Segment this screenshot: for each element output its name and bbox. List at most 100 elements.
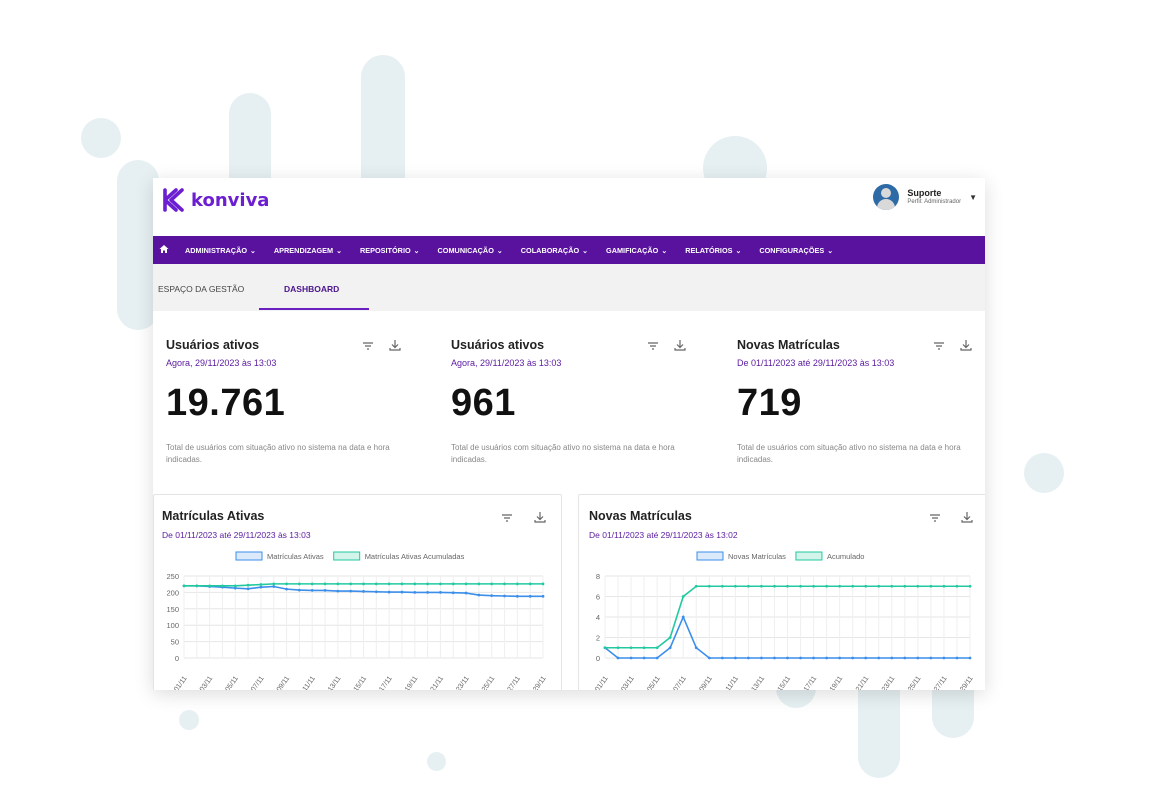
data-point <box>464 582 468 586</box>
x-tick-label: 25/11 <box>907 675 923 690</box>
data-point <box>515 582 519 586</box>
data-point <box>851 656 855 660</box>
data-point <box>362 590 365 593</box>
data-point <box>746 656 750 660</box>
x-tick-label: 03/11 <box>620 675 636 690</box>
data-point <box>733 656 737 660</box>
x-tick-label: 23/11 <box>881 675 897 690</box>
data-point <box>182 584 186 588</box>
data-point <box>720 656 724 660</box>
data-point <box>890 656 894 660</box>
menu-item-relatorios[interactable]: RELATÓRIOS ⌄ <box>685 245 742 255</box>
menu-item-comunicacao[interactable]: COMUNICAÇÃO ⌄ <box>437 245 503 255</box>
filter-icon[interactable] <box>932 339 946 353</box>
chevron-down-icon: ⌄ <box>496 247 503 255</box>
data-point <box>681 595 685 598</box>
legend-label: Novas Matrículas <box>728 552 786 561</box>
data-point <box>825 656 829 660</box>
data-point <box>439 582 442 586</box>
chevron-down-icon: ⌄ <box>336 247 342 255</box>
download-icon[interactable] <box>960 510 974 524</box>
tab-dashboard[interactable]: DASHBOARD <box>284 284 340 294</box>
data-point <box>233 584 237 588</box>
kpi-subtitle: Agora, 29/11/2023 às 13:03 <box>166 358 277 368</box>
logo[interactable]: konviva <box>161 187 269 213</box>
menu-item-configuracoes[interactable]: CONFIGURAÇÕES ⌄ <box>759 245 834 255</box>
menu-item-colaboracao[interactable]: COLABORAÇÃO ⌄ <box>520 245 589 255</box>
filter-icon[interactable] <box>646 339 660 353</box>
data-point <box>929 584 933 588</box>
download-icon[interactable] <box>533 510 547 524</box>
home-icon[interactable] <box>159 244 169 257</box>
user-menu[interactable]: Suporte Perfil: Administrador ▼ <box>873 184 977 210</box>
data-point <box>629 656 633 660</box>
data-point <box>812 584 815 588</box>
x-tick-label: 15/11 <box>353 675 369 690</box>
caret-down-icon[interactable]: ▼ <box>969 192 977 202</box>
download-icon[interactable] <box>673 338 687 352</box>
y-tick-label: 8 <box>596 572 600 581</box>
x-tick-label: 17/11 <box>378 675 394 690</box>
x-tick-label: 11/11 <box>725 675 740 690</box>
data-point <box>439 591 442 594</box>
menu-item-administracao[interactable]: ADMINISTRAÇÃO ⌄ <box>185 245 256 255</box>
kpi-value: 961 <box>451 382 516 424</box>
menu-item-aprendizagem[interactable]: APRENDIZAGEM ⌄ <box>273 245 342 255</box>
data-point <box>681 615 685 619</box>
top-bar: konviva Suporte Perfil: Administrador ▼ <box>153 178 985 236</box>
x-tick-label: 29/11 <box>532 675 548 690</box>
tab-espaco-da-gestao[interactable]: ESPAÇO DA GESTÃO <box>158 284 245 294</box>
menu-item-gamificacao[interactable]: GAMIFICAÇÃO ⌄ <box>606 245 668 255</box>
filter-icon[interactable] <box>361 339 375 353</box>
data-point <box>259 585 263 589</box>
x-tick-label: 21/11 <box>430 675 446 690</box>
data-point <box>503 594 506 598</box>
x-tick-label: 03/11 <box>199 675 215 690</box>
kpi-value: 19.761 <box>166 382 286 424</box>
filter-icon[interactable] <box>500 511 514 525</box>
x-tick-label: 05/11 <box>646 675 662 690</box>
data-point <box>477 593 481 597</box>
data-point <box>968 656 972 660</box>
x-tick-label: 27/11 <box>507 675 523 690</box>
legend-swatch <box>696 551 724 561</box>
x-tick-label: 07/11 <box>672 675 688 690</box>
data-point <box>746 584 750 588</box>
x-tick-label: 17/11 <box>803 675 819 690</box>
legend-label: Acumulado <box>827 552 865 561</box>
data-point <box>541 582 545 586</box>
x-tick-label: 13/11 <box>751 675 767 690</box>
y-tick-label: 6 <box>596 593 600 602</box>
data-point <box>916 584 920 588</box>
data-point <box>349 589 353 593</box>
kpi-card: Usuários ativos Agora, 29/11/2023 às 13:… <box>166 324 406 474</box>
data-point <box>629 646 633 650</box>
background-decoration-circle <box>81 118 121 158</box>
line-chart-matriculas-ativas: 0 50 100 150 200 250 01/11 03/11 05/11 07/11 09/11… <box>166 551 548 690</box>
menu-item-repositorio[interactable]: REPOSITÓRIO ⌄ <box>359 245 420 255</box>
filter-icon[interactable] <box>928 511 942 525</box>
data-point <box>221 584 224 588</box>
chevron-down-icon: ⌄ <box>827 247 834 255</box>
active-tab-indicator <box>259 308 369 310</box>
data-point <box>477 582 481 586</box>
data-point <box>668 646 672 650</box>
download-icon[interactable] <box>959 338 973 352</box>
data-point <box>707 656 711 660</box>
y-tick-label: 200 <box>166 588 179 597</box>
data-point <box>694 584 698 588</box>
background-decoration-pill <box>117 160 159 330</box>
x-tick-label: 29/11 <box>959 675 975 690</box>
data-point <box>426 582 430 586</box>
download-icon[interactable] <box>388 338 402 352</box>
data-point <box>786 656 789 660</box>
data-point <box>773 656 776 660</box>
x-tick-label: 19/11 <box>404 675 420 690</box>
data-point <box>799 584 802 588</box>
data-point <box>864 656 868 660</box>
data-point <box>603 646 607 650</box>
konviva-logo-icon <box>163 188 184 212</box>
y-tick-label: 0 <box>175 654 179 663</box>
x-tick-label: 01/11 <box>594 675 610 690</box>
data-point <box>541 594 545 598</box>
